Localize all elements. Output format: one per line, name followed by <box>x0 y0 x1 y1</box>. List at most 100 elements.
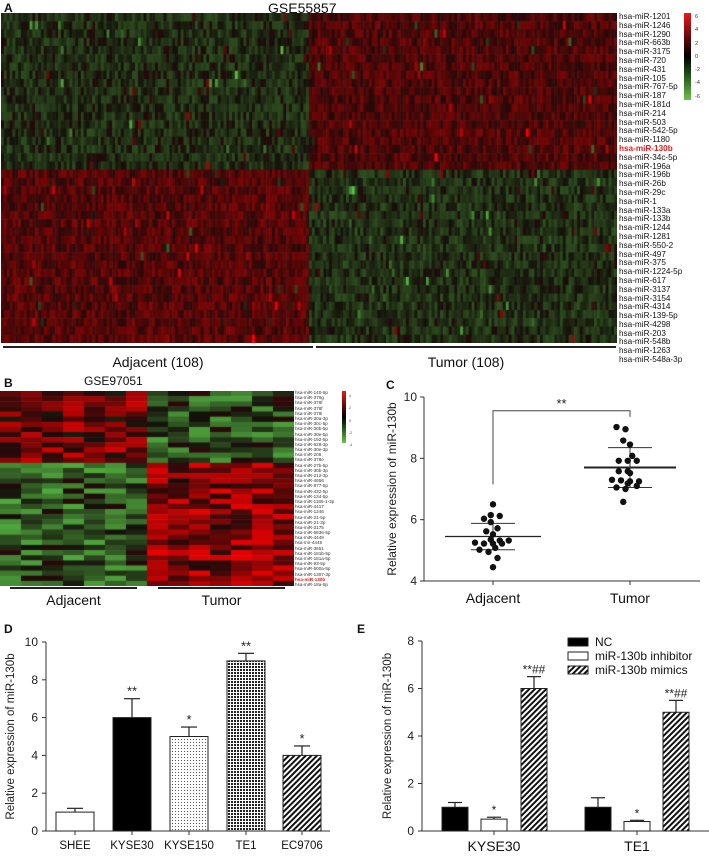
heatmap-row-label: hsa-miR-376f <box>295 400 323 406</box>
data-point <box>622 485 629 493</box>
data-point <box>485 548 492 556</box>
heatmap-row-label: hsa-miR-720 <box>619 55 666 65</box>
heatmap-row-label: hsa-miR-1307-3p <box>295 571 331 577</box>
svg-text:4: 4 <box>31 748 38 762</box>
bar <box>662 711 690 832</box>
heatmap-row-label: hsa-miR-1246 <box>295 509 324 515</box>
heatmap-row-label: hsa-miR-432-5p <box>295 488 328 494</box>
legend-tick: -4 <box>695 80 700 87</box>
heatmap-row-label: hsa-miR-4656 <box>295 478 324 484</box>
svg-text:Relative expression of miR-130: Relative expression of miR-130b <box>5 653 17 819</box>
svg-text:KYSE30: KYSE30 <box>468 838 521 854</box>
group-label-tumor-a: Tumor (108) <box>427 354 505 370</box>
heatmap-row-label: hsa-miR-3175 <box>619 47 671 57</box>
data-point <box>498 540 506 547</box>
legend-tick: -4 <box>349 443 353 448</box>
heatmap-row-label: hsa-miR-503 <box>619 117 666 127</box>
heatmap-row-label: hsa-miR-203 <box>619 328 666 338</box>
data-point <box>615 457 622 464</box>
panel-a-letter: A <box>4 1 13 15</box>
heatmap-row-label: hsa-miR-500a-5p <box>295 566 331 572</box>
svg-text:0: 0 <box>31 824 38 838</box>
heatmap-row-label: hsa-miR-375 <box>619 258 666 268</box>
svg-text:SHEE: SHEE <box>59 840 91 852</box>
heatmap-row-label: hsa-miR-181d <box>619 99 671 109</box>
panel-b-title: GSE97051 <box>84 374 143 388</box>
heatmap-row-label: hsa-miR-1290 <box>619 29 671 39</box>
panel-b-letter: B <box>4 376 13 390</box>
heatmap-row-label: hsa-miR-1180 <box>619 135 670 145</box>
data-point <box>489 501 497 508</box>
heatmap-row-label: hsa-miR-26b <box>619 179 666 189</box>
data-point <box>489 531 497 538</box>
svg-text:**##: **## <box>665 686 688 700</box>
group-bar-adjacent-a <box>3 346 313 348</box>
heatmap-row-label: hsa-miR-30e-3p <box>295 447 328 453</box>
heatmap-row-label: hsa-miR-550-2 <box>619 240 674 250</box>
svg-text:10: 10 <box>404 390 418 404</box>
svg-text:8: 8 <box>407 634 414 648</box>
heatmap-a-row-labels: hsa-miR-1201 hsa-miR-1246 hsa-miR-1290 hsa-… <box>619 12 689 365</box>
heatmap-row-label: hsa-miR-29c <box>619 187 666 197</box>
legend-tick: 4 <box>349 394 351 398</box>
bar-chart-e: 0 2 4 6 8 Relative expression of miR-130b * * **… <box>382 634 709 854</box>
heatmap-row-label: hsa-miR-4298 <box>619 319 671 329</box>
heatmap-row-label: hsa-miR-1201 <box>619 12 671 21</box>
heatmap-row-label: hsa-miR-497 <box>619 249 666 259</box>
legend-tick: 2 <box>349 406 351 411</box>
heatmap-a-legend-ticks: 6 4 2 0 -2 -4 -6 <box>695 11 709 104</box>
heatmap-a <box>1 13 617 343</box>
heatmap-row-label: hsa-miR-3137 <box>619 284 671 294</box>
svg-text:**: ** <box>241 638 251 653</box>
heatmap-row-label: hsa-miR-181a-5p <box>295 556 331 561</box>
group-bar-tumor-a <box>316 346 616 348</box>
heatmap-a-color-legend <box>684 13 691 100</box>
heatmap-row-label: hsa-miR-105 <box>619 73 666 83</box>
scatter-chart-c: 4 6 8 10 Relative expression of miR-130b Adja… <box>385 390 700 606</box>
legend-tick: -2 <box>349 430 353 435</box>
svg-text:*: * <box>635 806 640 820</box>
svg-text:6: 6 <box>407 682 414 696</box>
heatmap-row-label: hsa-miR-378f <box>295 405 323 411</box>
svg-text:4: 4 <box>410 574 417 588</box>
svg-text:2: 2 <box>31 786 38 800</box>
heatmap-row-label: hsa-miR-378i <box>295 410 323 416</box>
heatmap-b <box>0 391 294 586</box>
data-point <box>496 512 503 520</box>
heatmap-row-label: hsa-miR-3651 <box>295 545 324 551</box>
svg-text:6: 6 <box>410 513 417 527</box>
bar <box>226 660 266 832</box>
data-point <box>483 528 490 535</box>
bar <box>480 818 508 832</box>
data-point <box>608 476 616 483</box>
svg-text:TE1: TE1 <box>624 838 650 854</box>
legend-tick: 0 <box>349 418 351 423</box>
heatmap-row-label: hsa-miR-767-5p <box>619 82 678 92</box>
heatmap-row-label: hsa-miR-18a-5p <box>295 581 328 587</box>
heatmap-row-label: hsa-miR-877-5p <box>295 483 328 489</box>
heatmap-row-label: hsa-miR-1 <box>619 196 657 206</box>
heatmap-row-label: hsa-miR-140-5p <box>295 390 328 395</box>
data-point <box>480 515 488 522</box>
data-point <box>494 525 501 532</box>
heatmap-row-label: hsa-miR-4314 <box>619 302 671 312</box>
heatmap-row-label: hsa-miR-1263 <box>619 346 671 356</box>
heatmap-row-label: hsa-miR-30b-3p <box>295 467 328 473</box>
data-point <box>617 477 625 484</box>
group-bar-tumor-b <box>158 587 285 589</box>
svg-text:8: 8 <box>410 451 417 465</box>
svg-text:**##: **## <box>523 663 546 677</box>
heatmap-row-label: hsa-miR-548b <box>619 337 671 347</box>
svg-text:*: * <box>492 803 497 817</box>
svg-text:TE1: TE1 <box>235 840 256 852</box>
svg-text:Tumor: Tumor <box>610 590 650 606</box>
svg-text:KYSE150: KYSE150 <box>164 840 214 852</box>
svg-text:Relative expression of miR-130: Relative expression of miR-130b <box>382 653 394 819</box>
heatmap-row-label: hsa-miR-30e-5p <box>295 431 328 437</box>
svg-text:Adjacent: Adjacent <box>466 590 521 606</box>
group-label-adjacent-a: Adjacent (108) <box>112 354 204 370</box>
heatmap-row-label: hsa-miR-133a <box>619 205 671 215</box>
data-point <box>633 457 640 464</box>
heatmap-row-label: hsa-miR-376g <box>295 395 324 401</box>
heatmap-row-label: hsa-miR-431 <box>619 64 666 74</box>
